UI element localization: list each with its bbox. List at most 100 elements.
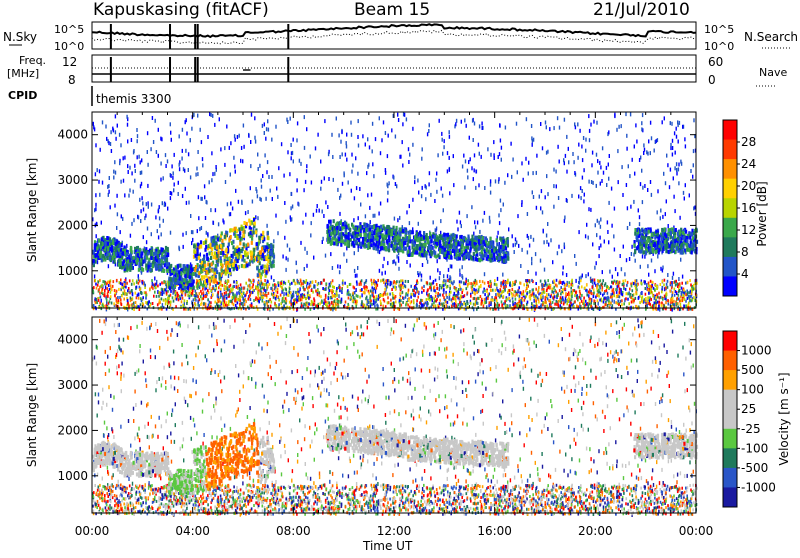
ground-cell xyxy=(443,296,445,299)
ground-cell xyxy=(633,299,635,302)
scatter-cell xyxy=(693,206,694,210)
ground-cell xyxy=(533,292,535,295)
scatter-cell xyxy=(96,234,97,238)
scatter-cell xyxy=(227,202,228,206)
scatter-cell xyxy=(184,169,185,173)
ground-cell xyxy=(523,293,525,296)
ground-cell xyxy=(267,280,269,283)
ground-cell xyxy=(204,295,206,298)
scatter-cell xyxy=(629,222,630,226)
ground-cell xyxy=(476,297,478,300)
scatter-cell xyxy=(577,122,578,126)
ground-cell xyxy=(142,282,144,285)
scatter-cell xyxy=(429,171,430,175)
ground-cell xyxy=(430,283,432,286)
ground-cell xyxy=(310,303,312,306)
scatter-cell xyxy=(528,161,529,165)
ground-cell xyxy=(486,290,488,293)
ground-cell xyxy=(269,283,271,286)
scatter-cell xyxy=(275,214,276,218)
scatter-cell xyxy=(566,135,567,139)
ground-cell xyxy=(580,279,582,282)
ground-cell xyxy=(392,302,394,305)
ground-cell xyxy=(106,298,108,301)
ground-cell xyxy=(541,299,543,302)
ground-cell xyxy=(527,279,529,282)
scatter-cell xyxy=(503,203,504,207)
scatter-cell xyxy=(311,221,312,225)
scatter-cell xyxy=(481,155,482,159)
ground-cell xyxy=(503,280,505,283)
ground-cell xyxy=(689,279,691,282)
ground-cell xyxy=(496,296,498,299)
ground-cell xyxy=(567,299,569,302)
ground-cell xyxy=(247,288,249,291)
ground-cell xyxy=(174,291,176,294)
ground-cell xyxy=(339,286,341,289)
ground-cell xyxy=(272,284,274,287)
ground-cell xyxy=(465,303,467,306)
scatter-cell xyxy=(549,127,550,131)
scatter-cell xyxy=(265,137,266,141)
scatter-cell xyxy=(173,188,174,192)
ground-cell xyxy=(120,279,122,282)
ground-cell xyxy=(490,301,492,304)
scatter-cell xyxy=(459,269,460,273)
ground-cell xyxy=(592,281,594,284)
ground-cell xyxy=(594,282,596,285)
scatter-cell xyxy=(665,181,666,185)
scatter-cell xyxy=(387,154,388,158)
ground-cell xyxy=(301,298,303,301)
ground-cell xyxy=(655,284,657,287)
ground-cell xyxy=(439,293,441,296)
ground-cell xyxy=(519,295,521,298)
scatter-cell xyxy=(417,179,418,183)
scatter-cell xyxy=(676,162,677,166)
scatter-cell xyxy=(197,150,198,154)
ground-cell xyxy=(390,281,392,284)
scatter-cell xyxy=(264,153,265,157)
scatter-cell xyxy=(664,116,665,120)
ground-cell xyxy=(212,287,214,290)
scatter-cell xyxy=(557,116,558,120)
ground-cell xyxy=(417,296,419,299)
ground-cell xyxy=(99,292,101,295)
ground-cell xyxy=(264,303,266,306)
ground-cell xyxy=(323,279,325,282)
scatter-cell xyxy=(381,272,382,276)
ground-cell xyxy=(602,294,604,297)
scatter-cell xyxy=(689,193,690,197)
ground-cell xyxy=(370,299,372,302)
scatter-cell xyxy=(290,143,291,147)
scatter-cell xyxy=(378,212,379,216)
scatter-cell xyxy=(533,238,534,242)
scatter-cell xyxy=(226,125,227,129)
scatter-cell xyxy=(190,214,191,218)
ground-cell xyxy=(480,295,482,298)
ground-cell xyxy=(623,302,625,305)
ground-cell xyxy=(312,291,314,294)
scatter-cell xyxy=(408,160,409,164)
scatter-cell xyxy=(241,146,242,150)
ground-cell xyxy=(166,292,168,295)
ground-cell xyxy=(422,304,424,307)
ground-cell xyxy=(408,299,410,302)
scatter-cell xyxy=(147,150,148,154)
scatter-cell xyxy=(490,191,491,195)
ground-cell xyxy=(435,279,437,282)
scatter-cell xyxy=(614,300,615,304)
scatter-cell xyxy=(435,228,436,232)
ground-cell xyxy=(206,295,208,298)
ground-cell xyxy=(239,292,241,295)
scatter-cell xyxy=(531,124,532,128)
ground-cell xyxy=(634,280,636,283)
ground-cell xyxy=(646,304,648,307)
band-cell xyxy=(450,256,452,260)
ground-cell xyxy=(593,292,595,295)
scatter-cell xyxy=(212,114,213,118)
scatter-cell xyxy=(516,241,517,245)
ground-cell xyxy=(356,294,358,297)
scatter-cell xyxy=(94,127,95,131)
ground-cell xyxy=(232,296,234,299)
ground-cell xyxy=(382,305,384,308)
